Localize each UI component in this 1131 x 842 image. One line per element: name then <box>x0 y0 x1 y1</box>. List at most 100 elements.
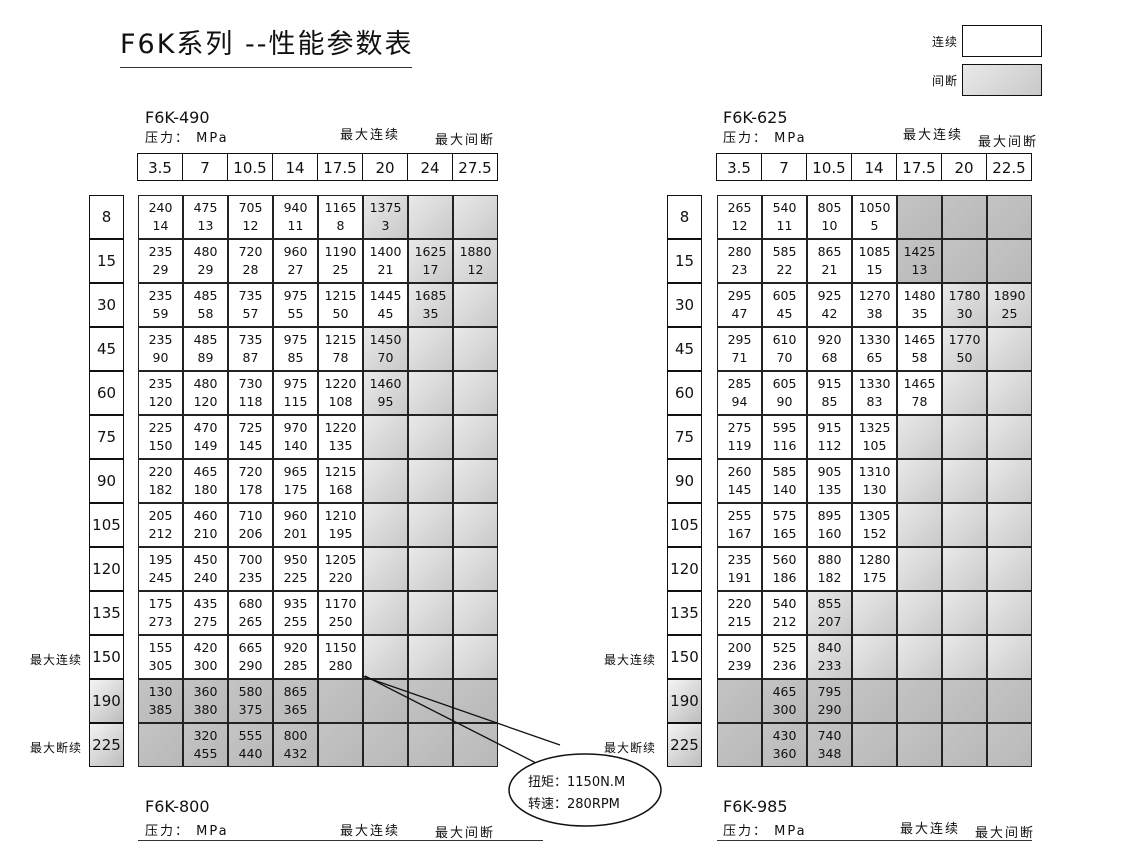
table-cell: 480 120 <box>183 371 228 415</box>
table-cell: 700 235 <box>228 547 273 591</box>
displacement-label: 105 <box>89 503 124 547</box>
table-cell: 360 380 <box>183 679 228 723</box>
table-cell: 1270 38 <box>852 283 897 327</box>
table-cell: 800 432 <box>273 723 318 767</box>
table-cell <box>897 459 942 503</box>
table-cell <box>453 459 498 503</box>
cell-torque: 700 <box>238 552 263 567</box>
cell-torque: 1150 <box>324 640 357 655</box>
cell-torque: 465 <box>193 464 218 479</box>
table-cell: 605 45 <box>762 283 807 327</box>
cell-speed: 225 <box>283 570 308 585</box>
cell-torque: 1400 <box>369 244 402 259</box>
cell-speed: 182 <box>817 570 842 585</box>
table-cell <box>408 371 453 415</box>
table-cell: 1220 135 <box>318 415 363 459</box>
table-cell <box>852 679 897 723</box>
cell-speed: 285 <box>283 658 308 673</box>
cell-speed: 240 <box>193 570 218 585</box>
cell-torque: 460 <box>193 508 218 523</box>
table-cell: 905 135 <box>807 459 852 503</box>
cell-speed: 300 <box>772 702 797 717</box>
cell-torque: 220 <box>148 464 173 479</box>
table-cell: 710 206 <box>228 503 273 547</box>
cell-speed: 45 <box>776 306 793 321</box>
table-cell <box>987 415 1032 459</box>
cell-torque: 895 <box>817 508 842 523</box>
table-cell <box>453 195 498 239</box>
table-cell <box>408 459 453 503</box>
table-cell <box>897 635 942 679</box>
cell-speed: 280 <box>328 658 353 673</box>
table-cell <box>987 591 1032 635</box>
table-cell: 465 300 <box>762 679 807 723</box>
table-cell <box>897 195 942 239</box>
table-cell: 720 178 <box>228 459 273 503</box>
table-cell <box>453 327 498 371</box>
table-cell <box>942 503 987 547</box>
max-intermittent-label: 最大间断 <box>435 133 496 148</box>
table-cell: 540 11 <box>762 195 807 239</box>
cell-speed: 35 <box>422 306 439 321</box>
table-cell: 470 149 <box>183 415 228 459</box>
table-cell: 1310 130 <box>852 459 897 503</box>
cell-torque: 1330 <box>858 376 891 391</box>
table-cell: 795 290 <box>807 679 852 723</box>
cell-speed: 380 <box>193 702 218 717</box>
table-cell: 255 167 <box>717 503 762 547</box>
cell-speed: 149 <box>193 438 218 453</box>
cell-speed: 14 <box>152 218 169 233</box>
cell-torque: 970 <box>283 420 308 435</box>
cell-torque: 1880 <box>459 244 492 259</box>
cell-torque: 470 <box>193 420 218 435</box>
table-cell: 240 14 <box>138 195 183 239</box>
cell-torque: 1330 <box>858 332 891 347</box>
table-cell: 865 21 <box>807 239 852 283</box>
cell-speed: 135 <box>328 438 353 453</box>
table-cell <box>942 415 987 459</box>
cell-speed: 12 <box>242 218 259 233</box>
cell-speed: 59 <box>152 306 169 321</box>
table-cell <box>987 503 1032 547</box>
table-cell <box>363 459 408 503</box>
cell-speed: 70 <box>377 350 394 365</box>
table-cell <box>942 635 987 679</box>
cell-speed: 112 <box>817 438 842 453</box>
max-continuous-label: 最大连续 <box>900 822 961 837</box>
table-cell: 1425 13 <box>897 239 942 283</box>
cell-speed: 220 <box>328 570 353 585</box>
cell-torque: 1210 <box>324 508 357 523</box>
table-cell: 205 212 <box>138 503 183 547</box>
cell-speed: 245 <box>148 570 173 585</box>
cell-torque: 585 <box>772 244 797 259</box>
displacement-label: 190 <box>89 679 124 723</box>
table-cell: 130 385 <box>138 679 183 723</box>
cell-torque: 1190 <box>324 244 357 259</box>
table-cell <box>717 679 762 723</box>
cell-speed: 83 <box>866 394 883 409</box>
displacement-label: 30 <box>667 283 702 327</box>
table-cell <box>987 679 1032 723</box>
cell-torque: 235 <box>727 552 752 567</box>
cell-torque: 720 <box>238 464 263 479</box>
cell-torque: 480 <box>193 376 218 391</box>
cell-torque: 1460 <box>369 376 402 391</box>
table-cell <box>852 591 897 635</box>
cell-torque: 975 <box>283 332 308 347</box>
cell-torque: 905 <box>817 464 842 479</box>
table-cell <box>408 547 453 591</box>
table-cell: 220 182 <box>138 459 183 503</box>
table-cell <box>318 723 363 767</box>
cell-torque: 1445 <box>369 288 402 303</box>
cell-speed: 360 <box>772 746 797 761</box>
cell-torque: 795 <box>817 684 842 699</box>
table-cell: 460 210 <box>183 503 228 547</box>
cell-torque: 975 <box>283 376 308 391</box>
side-max-continuous: 最大连续 <box>30 653 83 667</box>
table-cell: 1190 25 <box>318 239 363 283</box>
cell-speed: 55 <box>287 306 304 321</box>
cell-torque: 1480 <box>903 288 936 303</box>
cell-speed: 90 <box>776 394 793 409</box>
table-cell <box>138 723 183 767</box>
cell-torque: 295 <box>727 332 752 347</box>
